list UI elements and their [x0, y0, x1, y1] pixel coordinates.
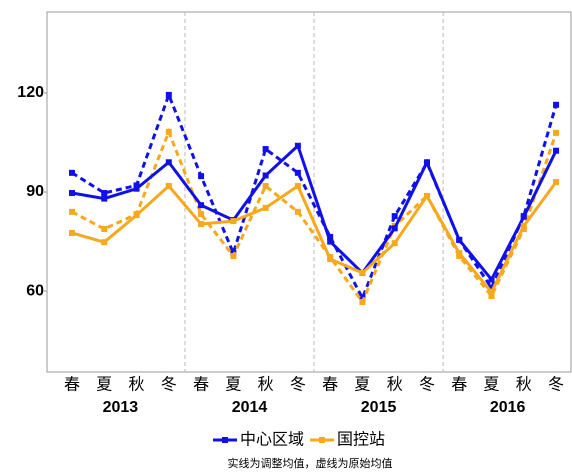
year-label: 2013 [103, 399, 139, 416]
point [230, 253, 237, 260]
point [101, 225, 108, 232]
point [101, 189, 108, 196]
adjusted-line [71, 143, 558, 283]
point [359, 269, 366, 276]
point [359, 298, 366, 305]
x-tick-label: 冬 [290, 375, 306, 394]
footnote: 实线为调整均值，虚线为原始均值 [228, 456, 393, 470]
point [133, 185, 140, 192]
point [423, 192, 430, 199]
legend-label: 中心区域 [240, 430, 304, 449]
adjusted-line [71, 181, 558, 295]
point [165, 159, 172, 166]
legend-label: 国控站 [337, 430, 385, 449]
x-tick-label: 秋 [129, 375, 145, 394]
year-label: 2016 [490, 399, 526, 416]
legend-marker [222, 437, 228, 443]
point [294, 208, 301, 215]
point [488, 293, 495, 300]
point [456, 236, 463, 243]
point [198, 211, 205, 218]
raw-line [71, 127, 558, 306]
x-tick-label: 秋 [258, 375, 274, 394]
point [294, 142, 301, 149]
point [359, 295, 366, 302]
point [391, 213, 398, 220]
x-tick-label: 夏 [354, 375, 370, 394]
point [262, 183, 269, 190]
point [165, 183, 172, 190]
point [553, 179, 560, 186]
x-tick-label: 冬 [161, 375, 177, 394]
point [520, 213, 527, 220]
x-tick-label: 春 [451, 375, 467, 394]
point [133, 212, 140, 219]
y-tick-label: 60 [26, 282, 44, 299]
point [488, 284, 495, 291]
point [198, 221, 205, 228]
y-tick-label: 90 [26, 183, 44, 200]
point [69, 208, 75, 215]
x-tick-label: 秋 [516, 375, 532, 394]
point [198, 173, 205, 180]
x-tick-label: 春 [193, 375, 209, 394]
year-label: 2015 [361, 399, 397, 416]
x-tick-label: 冬 [419, 375, 435, 394]
point [520, 223, 527, 230]
point [69, 229, 75, 236]
point [69, 189, 75, 196]
point [391, 240, 398, 247]
raw-line [71, 90, 558, 302]
point [553, 101, 560, 108]
point [488, 289, 495, 296]
point [230, 218, 237, 225]
point [488, 276, 495, 283]
point [133, 182, 140, 189]
x-tick-label: 春 [322, 375, 338, 394]
x-tick-label: 夏 [225, 375, 241, 394]
point [423, 159, 430, 166]
point [69, 169, 75, 176]
point [553, 147, 560, 154]
point [101, 195, 108, 202]
point [456, 250, 463, 257]
x-tick-label: 春 [64, 375, 80, 394]
x-tick-label: 秋 [387, 375, 403, 394]
x-tick-label: 冬 [548, 375, 564, 394]
x-tick-label: 夏 [484, 375, 500, 394]
point [553, 129, 560, 136]
point [101, 239, 108, 246]
point [262, 172, 269, 179]
point [262, 146, 269, 153]
point [327, 238, 334, 245]
point [262, 204, 269, 211]
legend-marker [319, 437, 326, 443]
x-tick-label: 夏 [96, 375, 112, 394]
point [391, 225, 398, 232]
y-tick-label: 120 [17, 84, 44, 101]
point [294, 169, 301, 176]
point [165, 91, 172, 98]
point [294, 183, 301, 190]
year-label: 2014 [232, 399, 268, 416]
point [327, 256, 334, 263]
point [165, 128, 172, 135]
point [198, 202, 205, 209]
